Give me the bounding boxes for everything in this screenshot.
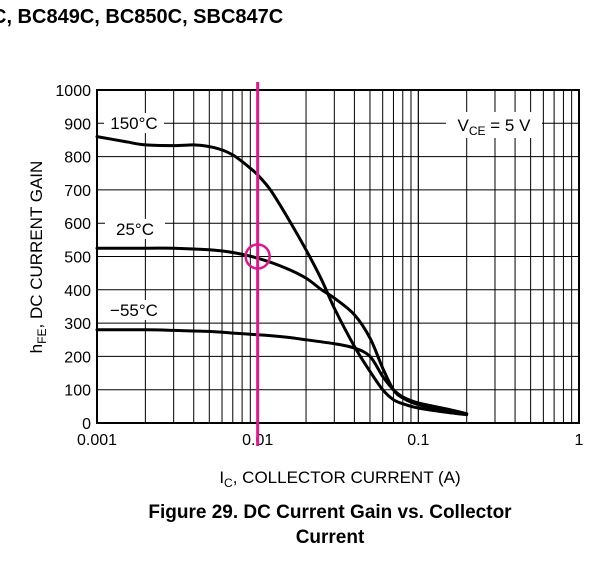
series-label-background (104, 113, 164, 133)
x-tick-label: 0.001 (77, 432, 117, 449)
plot-frame (96, 89, 580, 424)
series-line-1 (95, 135, 469, 417)
y-tick-label: 0 (82, 416, 91, 433)
y-tick-label: 1000 (55, 83, 91, 100)
y-tick-label: 100 (64, 383, 91, 400)
series-label-group: 150°C 25°C −55°C (104, 113, 165, 320)
highlight-circle (244, 243, 271, 270)
chart-series-group (95, 135, 469, 417)
y-axis-label: hFE, DC CURRENT GAIN (27, 161, 49, 354)
y-tick-label: 500 (64, 250, 91, 267)
y-tick-label: 900 (64, 116, 91, 133)
caption-line-1: Figure 29. DC Current Gain vs. Collector (148, 502, 512, 523)
series-label-background (105, 219, 165, 239)
chart-grid (96, 89, 580, 424)
y-tick-label: 800 (64, 150, 91, 167)
annotation-overlay (244, 82, 271, 446)
series-line-3 (95, 328, 469, 416)
series-label: −55°C (110, 301, 158, 320)
tick-label-group: 010020030040050060070080090010000.0010.0… (55, 83, 583, 449)
series-label: 25°C (116, 220, 154, 239)
x-axis-label: IC, COLLECTOR CURRENT (A) (219, 468, 460, 490)
caption-line-2: Current (295, 527, 365, 548)
x-tick-label: 0.1 (407, 432, 429, 449)
page-header-title: C, BC849C, BC850C, SBC847C (0, 6, 284, 28)
condition-label: VCE = 5 V (458, 116, 532, 138)
y-tick-label: 300 (64, 316, 91, 333)
y-tick-label: 400 (64, 283, 91, 300)
chart: 010020030040050060070080090010000.0010.0… (27, 82, 584, 490)
condition-label-background (446, 112, 542, 138)
x-tick-label: 1 (575, 432, 584, 449)
y-tick-label: 600 (64, 216, 91, 233)
series-label-background (104, 300, 164, 320)
y-tick-label: 700 (64, 183, 91, 200)
series-label: 150°C (110, 114, 157, 133)
figure-caption: Figure 29. DC Current Gain vs. Collector… (120, 500, 540, 550)
y-tick-label: 200 (64, 349, 91, 366)
